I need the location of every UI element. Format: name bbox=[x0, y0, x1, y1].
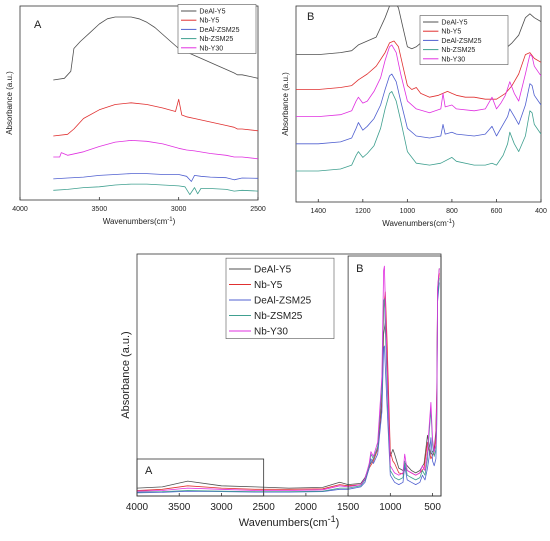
panel-b-chart: 1400 1200 1000 800 600 400 Wavenumbers(cm-1) Ab… bbox=[281, 5, 547, 228]
legend: DeAl-Y5 Nb-Y5 DeAl-ZSM25 Nb-ZSM25 Nb-Y30 bbox=[419, 15, 509, 65]
x-tick-label: 2000 bbox=[295, 502, 318, 513]
y-axis-label: Absorbance (a.u.) bbox=[281, 72, 290, 136]
region-box-b bbox=[347, 255, 442, 497]
x-tick-label: 400 bbox=[535, 208, 547, 215]
series-line-nb-y5 bbox=[296, 40, 541, 100]
series-line-nb-y30 bbox=[296, 44, 541, 117]
series-line-deal-y5 bbox=[53, 16, 258, 81]
legend-label-nb-y30: Nb-Y30 bbox=[254, 327, 288, 338]
x-tick-label: 1500 bbox=[337, 502, 360, 513]
series-line-nb-y30 bbox=[53, 139, 258, 160]
legend-label-deal-y5: DeAl-Y5 bbox=[441, 19, 467, 26]
overview-chart: 4000 3500 3000 2500 2000 1500 1000 500 Wavenumbe… bbox=[120, 253, 442, 529]
x-axis-label: Wavenumbers(cm-1) bbox=[239, 514, 340, 529]
plot-frame bbox=[19, 5, 259, 201]
series-line-nb-zsm25 bbox=[53, 183, 258, 196]
x-tick-label: 2500 bbox=[250, 206, 266, 213]
x-axis-label: Wavenumbers(cm-1) bbox=[103, 217, 176, 226]
legend-label-deal-zsm25: DeAl-ZSM25 bbox=[199, 27, 239, 34]
region-box-a bbox=[136, 458, 265, 497]
legend-label-deal-zsm25: DeAl-ZSM25 bbox=[441, 38, 481, 45]
x-tick-label: 1400 bbox=[310, 208, 326, 215]
legend-label-nb-y5: Nb-Y5 bbox=[199, 18, 219, 25]
series-line-nb-y30 bbox=[137, 265, 440, 492]
series-line-deal-zsm25 bbox=[53, 173, 258, 182]
series-group bbox=[53, 16, 258, 196]
x-tick-label: 1000 bbox=[379, 502, 402, 513]
panel-a-chart: 4000 3500 3000 2500 Wavenumbers(cm-1) Absorba… bbox=[5, 4, 266, 226]
legend: DeAl-Y5 Nb-Y5 DeAl-ZSM25 Nb-ZSM25 Nb-Y30 bbox=[177, 4, 257, 54]
series-line-deal-zsm25 bbox=[137, 282, 440, 494]
legend: DeAl-Y5 Nb-Y5 DeAl-ZSM25 Nb-ZSM25 Nb-Y30 bbox=[225, 257, 335, 339]
plot-frame bbox=[295, 5, 542, 203]
series-group bbox=[137, 265, 440, 494]
legend-label-nb-y30: Nb-Y30 bbox=[441, 56, 465, 63]
x-tick-label: 4000 bbox=[126, 502, 149, 513]
legend-label-nb-zsm25: Nb-ZSM25 bbox=[199, 36, 233, 43]
x-tick-label: 800 bbox=[446, 208, 458, 215]
series-line-deal-zsm25 bbox=[296, 73, 541, 145]
x-tick-label: 2500 bbox=[253, 502, 276, 513]
x-axis-label: Wavenumbers(cm-1) bbox=[382, 219, 455, 228]
legend-label-deal-zsm25: DeAl-ZSM25 bbox=[254, 296, 312, 307]
legend-label-nb-y5: Nb-Y5 bbox=[254, 280, 283, 291]
legend-label-nb-zsm25: Nb-ZSM25 bbox=[441, 47, 475, 54]
series-line-nb-zsm25 bbox=[137, 277, 440, 493]
panel-label: B bbox=[307, 11, 314, 23]
legend-frame bbox=[177, 4, 257, 54]
x-tick-label: 1000 bbox=[400, 208, 416, 215]
series-line-nb-y5 bbox=[53, 98, 258, 137]
y-axis-label: Absorbance (a.u.) bbox=[120, 331, 132, 418]
region-label-b: B bbox=[356, 263, 363, 275]
legend-label-nb-zsm25: Nb-ZSM25 bbox=[254, 311, 303, 322]
x-tick-label: 3500 bbox=[92, 206, 108, 213]
x-tick-label: 600 bbox=[491, 208, 503, 215]
panel-label: A bbox=[34, 19, 42, 31]
x-tick-label: 3500 bbox=[168, 502, 191, 513]
legend-label-deal-y5: DeAl-Y5 bbox=[254, 265, 292, 276]
x-tick-label: 3000 bbox=[171, 206, 187, 213]
legend-frame bbox=[225, 257, 335, 339]
legend-label-nb-y30: Nb-Y30 bbox=[199, 45, 223, 52]
x-tick-label: 1200 bbox=[355, 208, 371, 215]
x-tick-label: 500 bbox=[424, 502, 441, 513]
legend-label-nb-y5: Nb-Y5 bbox=[441, 29, 461, 36]
y-axis-label: Absorbance (a.u.) bbox=[5, 71, 14, 135]
x-tick-label: 3000 bbox=[210, 502, 233, 513]
region-label-a: A bbox=[145, 465, 153, 477]
x-tick-label: 4000 bbox=[12, 206, 28, 213]
series-line-nb-zsm25 bbox=[296, 91, 541, 172]
legend-label-deal-y5: DeAl-Y5 bbox=[199, 8, 225, 15]
